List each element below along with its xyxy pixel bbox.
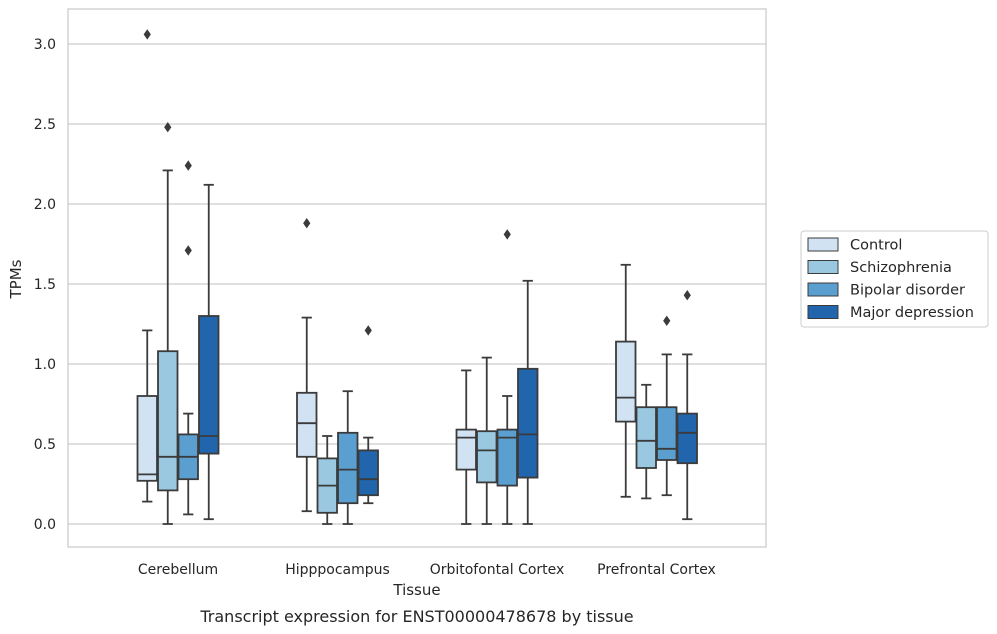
y-tick-label: 3.0 bbox=[34, 37, 56, 53]
y-tick-label: 1.0 bbox=[34, 357, 56, 373]
outlier-point bbox=[364, 325, 372, 336]
y-tick-labels: 0.0 0.5 1.0 1.5 2.0 2.5 3.0 bbox=[34, 37, 56, 533]
x-tick-labels: Cerebellum Hipppocampus Orbitofontal Corte… bbox=[138, 562, 716, 578]
legend: Control Schizophrenia Bipolar disorder Majo… bbox=[800, 230, 989, 328]
box-series-group bbox=[136, 29, 698, 525]
box-iqr bbox=[635, 406, 657, 469]
series-group bbox=[177, 160, 678, 525]
box-iqr bbox=[357, 449, 379, 497]
legend-item: Major depression bbox=[807, 305, 974, 321]
legend-swatch bbox=[807, 237, 839, 252]
box-iqr bbox=[517, 367, 539, 479]
chart-caption: Transcript expression for ENST0000047867… bbox=[199, 607, 633, 626]
legend-label: Control bbox=[850, 238, 902, 254]
box-iqr bbox=[656, 406, 678, 461]
legend-label: Schizophrenia bbox=[850, 260, 952, 276]
y-tick-label: 1.5 bbox=[34, 277, 56, 293]
y-tick-label: 0.5 bbox=[34, 437, 56, 453]
x-tick-label: Prefrontal Cortex bbox=[597, 562, 716, 578]
box-iqr bbox=[676, 412, 698, 465]
outlier-point bbox=[683, 290, 691, 301]
outlier-point bbox=[503, 229, 511, 240]
y-tick-label: 2.0 bbox=[34, 197, 56, 213]
legend-frame bbox=[800, 230, 989, 328]
series-group bbox=[157, 122, 657, 525]
legend-swatch bbox=[807, 305, 839, 319]
legend-item: Bipolar disorder bbox=[807, 282, 965, 299]
legend-label: Major depression bbox=[850, 305, 974, 321]
x-tick-label: Cerebellum bbox=[138, 562, 218, 578]
x-tick-label: Orbitofontal Cortex bbox=[430, 562, 565, 578]
legend-swatch bbox=[807, 282, 839, 297]
y-tick-label: 2.5 bbox=[34, 117, 56, 133]
series-group bbox=[198, 183, 698, 525]
legend-item: Control bbox=[807, 237, 902, 254]
legend-swatch bbox=[807, 260, 839, 274]
outlier-point bbox=[663, 315, 671, 326]
box-iqr bbox=[157, 350, 179, 492]
series-group bbox=[136, 29, 637, 525]
box-iqr bbox=[476, 430, 498, 484]
outlier-point bbox=[303, 218, 311, 229]
legend-items: Control Schizophrenia Bipolar disorder Majo… bbox=[807, 237, 974, 321]
box-iqr bbox=[337, 431, 359, 505]
box-iqr bbox=[296, 391, 318, 458]
legend-item: Schizophrenia bbox=[807, 260, 952, 276]
outlier-point bbox=[184, 245, 192, 256]
box-iqr bbox=[615, 340, 637, 423]
y-tick-label: 0.0 bbox=[34, 517, 56, 533]
outlier-point bbox=[184, 160, 192, 171]
box-iqr bbox=[496, 428, 518, 487]
y-axis-label: TPMs bbox=[7, 259, 25, 299]
legend-label: Bipolar disorder bbox=[850, 283, 965, 299]
x-tick-label: Hipppocampus bbox=[285, 562, 390, 578]
x-axis-label: Tissue bbox=[392, 581, 440, 599]
box-iqr bbox=[198, 315, 220, 455]
outlier-point bbox=[143, 29, 151, 40]
box-iqr bbox=[136, 395, 158, 482]
outlier-point bbox=[164, 122, 172, 133]
box-iqr bbox=[455, 428, 477, 471]
plot-frame bbox=[67, 8, 767, 548]
